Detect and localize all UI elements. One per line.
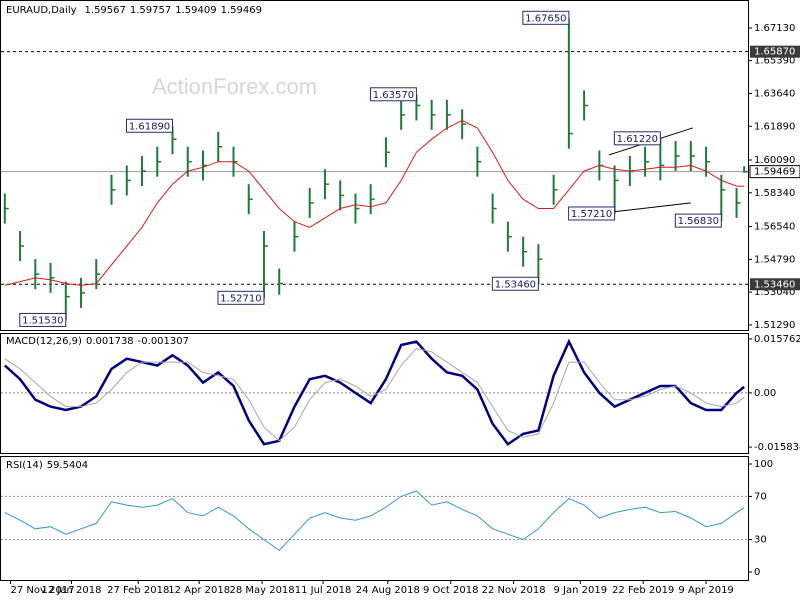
- macd-title: MACD(12,26,9) 0.001738 -0.001307: [6, 336, 189, 347]
- high: 1.59757: [130, 5, 171, 16]
- x-tick-label: 12 Jan 2018: [42, 585, 102, 596]
- rsi-title: RSI(14) 59.5404: [6, 460, 88, 471]
- annotation-label: 1.52710: [220, 293, 261, 304]
- watermark: ActionForex.com: [152, 74, 317, 99]
- annotation-box: [674, 213, 722, 228]
- annotation-box: [126, 118, 174, 133]
- x-tick-label: 12 Apr 2018: [168, 585, 230, 596]
- x-tick-label: 9 Oct 2018: [423, 585, 478, 596]
- indicator-line: [3, 338, 745, 446]
- y-tick-label: 0: [754, 567, 760, 578]
- price-box: [749, 165, 800, 179]
- y-tick-label: 1.65390: [754, 56, 795, 67]
- x-tick-label: 24 Aug 2018: [356, 585, 420, 596]
- macd-panel: [0, 333, 749, 454]
- x-tick-label: 22 Feb 2019: [612, 585, 674, 596]
- annotation-box: [613, 131, 661, 146]
- level-label: 1.65870: [754, 47, 795, 58]
- y-tick-label: 1.58340: [754, 188, 795, 199]
- open: 1.59567: [85, 5, 126, 16]
- y-tick-label: 1.56540: [754, 222, 795, 233]
- annotation-label: 1.53460: [495, 279, 536, 290]
- price-panel: [0, 0, 749, 331]
- annotation-label: 1.63570: [373, 90, 414, 101]
- y-tick-label: 0.015762: [754, 334, 800, 345]
- x-tick-label: 11 Jul 2018: [295, 585, 352, 596]
- rsi-panel: [0, 456, 749, 581]
- symbol: EURAUD,Daily: [6, 5, 77, 16]
- y-tick-label: 1.61890: [754, 121, 795, 132]
- y-tick-label: 1.63640: [754, 88, 795, 99]
- indicator-line: [4, 347, 745, 442]
- annotation-box: [369, 87, 417, 102]
- annotation-box: [568, 206, 616, 221]
- y-tick-label: 1.54790: [754, 254, 795, 265]
- x-tick-label: 22 Nov 2018: [482, 585, 546, 596]
- trendline: [612, 202, 691, 213]
- moving-average: [4, 119, 745, 286]
- y-tick-label: 1.53040: [754, 287, 795, 298]
- level-label: 1.53460: [754, 279, 795, 290]
- x-tick-label: 27 Feb 2018: [107, 585, 169, 596]
- macd-name: MACD(12,26,9): [6, 336, 82, 347]
- y-tick-label: 70: [754, 491, 767, 502]
- annotation-label: 1.57210: [571, 209, 612, 220]
- level-box: [750, 45, 800, 58]
- annotation-label: 1.61890: [129, 121, 170, 132]
- y-tick-label: 30: [754, 535, 767, 546]
- annotation-label: 1.51530: [22, 315, 63, 326]
- rsi-name: RSI(14): [6, 460, 43, 471]
- y-tick-label: 1.51290: [754, 320, 795, 331]
- y-tick-label: 1.60090: [754, 155, 795, 166]
- annotation-label: 1.67650: [525, 13, 566, 24]
- rsi-value: 59.5404: [47, 460, 88, 471]
- price-box-label: 1.59469: [754, 167, 795, 178]
- y-tick-label: 100: [754, 459, 773, 470]
- annotation-label: 1.56830: [678, 216, 719, 227]
- x-tick-label: 27 Nov 2017: [11, 585, 75, 596]
- price-title: EURAUD,Daily 1.59567 1.59757 1.59409 1.59469: [6, 5, 262, 16]
- annotation-box: [522, 10, 570, 25]
- annotation-box: [491, 276, 539, 291]
- x-tick-label: 9 Jan 2019: [554, 585, 608, 596]
- annotation-label: 1.61220: [617, 134, 658, 145]
- low: 1.59409: [175, 5, 216, 16]
- macd-value: 0.001738: [86, 336, 134, 347]
- close: 1.59469: [221, 5, 262, 16]
- y-tick-label: 0.00: [754, 388, 776, 399]
- y-tick-label: -0.015834: [754, 442, 800, 453]
- annotation-box: [217, 290, 265, 305]
- x-tick-label: 9 Apr 2019: [678, 585, 733, 596]
- indicator-line: [4, 490, 745, 552]
- annotation-box: [19, 312, 67, 327]
- y-tick-label: 1.67130: [754, 23, 795, 34]
- x-tick-label: 28 May 2018: [229, 585, 294, 596]
- level-box: [750, 278, 800, 291]
- signal-value: -0.001307: [138, 336, 189, 347]
